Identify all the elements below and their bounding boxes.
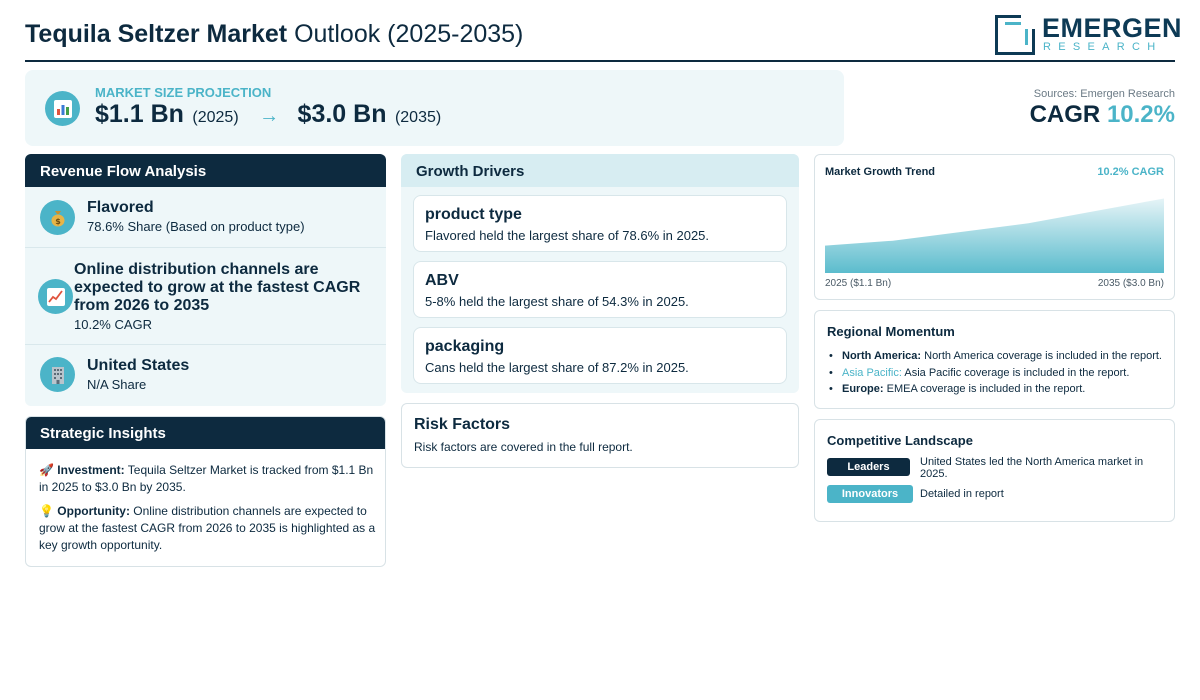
growth-trend-chart [825,198,1164,273]
money-bag-icon: $ [40,200,75,235]
risk-factors-heading: Risk Factors [414,416,511,433]
trend-start-label: 2025 ($1.1 Bn) [825,278,892,289]
strategic-insights-heading: Strategic Insights [26,417,385,449]
growth-driver-item: packaging Cans held the largest share of… [413,327,787,384]
projection-end-year: (2035) [394,109,442,126]
regional-momentum-card: Regional Momentum North America: North A… [814,310,1175,409]
arrow-right-icon: → [259,105,280,127]
growth-driver-text: Cans held the largest share of 87.2% in … [425,360,689,375]
region-text: North America coverage is included in th… [924,350,1162,362]
logo-name: EMERGEN [1042,13,1183,43]
region-name: Asia Pacific: [842,366,902,379]
light-bulb-icon: 💡 [39,504,54,518]
page-title-rest: Outlook (2025-2035) [294,20,524,48]
insight-text: Online distribution channels are expecte… [39,504,376,552]
revenue-flow-item: Online distribution channels are expecte… [25,248,386,345]
region-text: EMEA coverage is included in the report. [886,383,1086,395]
page-title: Tequila Seltzer Market Outlook (2025-203… [25,20,523,49]
revenue-flow-title: Online distribution channels are expecte… [74,261,361,314]
insight-text: Tequila Seltzer Market is tracked from $… [39,463,374,494]
regional-momentum-heading: Regional Momentum [827,324,955,339]
growth-drivers-card: Growth Drivers product type Flavored hel… [401,154,799,393]
emergen-logo: EMERGEN RESEARCH [995,13,1182,56]
revenue-flow-item: $ Flavored 78.6% Share (Based on product… [25,187,386,248]
revenue-flow-title: United States [87,357,190,374]
growth-trend-area [825,198,1164,273]
revenue-flow-title: Flavored [87,199,154,216]
insight-opportunity: 💡 Opportunity: Online distribution chann… [39,503,377,554]
cagr-label: CAGR [1029,101,1101,128]
growth-driver-item: ABV 5-8% held the largest share of 54.3%… [413,261,787,318]
projection-start-year: (2025) [192,109,239,126]
region-text: Asia Pacific coverage is included in the… [904,366,1130,379]
chart-increasing-icon [38,279,73,314]
growth-driver-title: packaging [425,338,505,355]
projection-label: MARKET SIZE PROJECTION [95,85,272,100]
svg-text:$: $ [55,217,61,226]
revenue-flow-card: Revenue Flow Analysis $ Flavored 78.6% S… [25,154,386,406]
projection-end-value: $3.0 Bn [297,100,387,128]
growth-driver-text: Flavored held the largest share of 78.6%… [425,228,710,243]
bar-chart-icon [45,91,80,126]
revenue-flow-subtitle: 78.6% Share (Based on product type) [87,219,305,234]
leaders-badge: Leaders [827,458,910,476]
logo-mark-icon [995,15,1035,55]
innovators-badge: Innovators [827,485,913,503]
region-name: Europe: [842,383,884,395]
region-item: Asia Pacific: Asia Pacific coverage is i… [829,365,1169,382]
trend-cagr: 10.2% CAGR [1097,166,1164,178]
growth-driver-text: 5-8% held the largest share of 54.3% in … [425,294,689,309]
insight-label: Opportunity: [57,504,130,518]
trend-end-label: 2035 ($3.0 Bn) [1097,278,1164,289]
leaders-text: United States led the North America mark… [920,456,1144,480]
growth-drivers-heading: Growth Drivers [401,154,799,187]
market-size-projection: MARKET SIZE PROJECTION $1.1 Bn (2025) → … [25,70,844,146]
competitive-landscape-heading: Competitive Landscape [827,433,973,448]
rocket-icon: 🚀 [39,463,54,477]
revenue-flow-subtitle: N/A Share [87,377,147,392]
office-building-icon [40,357,75,392]
page-header: Tequila Seltzer Market Outlook (2025-203… [25,12,1182,62]
revenue-flow-subtitle: 10.2% CAGR [74,317,153,332]
insight-investment: 🚀 Investment: Tequila Seltzer Market is … [39,462,377,496]
insight-label: Investment: [57,463,125,477]
page-title-bold: Tequila Seltzer Market [25,20,288,48]
risk-factors-card: Risk Factors Risk factors are covered in… [401,403,799,468]
strategic-insights-card: Strategic Insights 🚀 Investment: Tequila… [25,416,386,567]
projection-values: $1.1 Bn (2025) → $3.0 Bn (2035) [95,100,441,129]
trend-title: Market Growth Trend [825,166,936,178]
revenue-flow-item: United States N/A Share [25,345,386,406]
cagr-value: 10.2% [1106,101,1175,128]
cagr-headline: CAGR 10.2% [1030,101,1175,129]
risk-factors-text: Risk factors are covered in the full rep… [414,440,633,454]
sources-note: Sources: Emergen Research [1033,88,1175,100]
region-item: Europe: EMEA coverage is included in the… [829,381,1169,398]
market-growth-trend-card: Market Growth Trend 10.2% CAGR 2025 ($1.… [814,154,1175,300]
competitive-landscape-card: Competitive Landscape Leaders United Sta… [814,419,1175,522]
cagr-summary: Sources: Emergen Research CAGR 10.2% [1030,88,1175,129]
growth-driver-item: product type Flavored held the largest s… [413,195,787,252]
growth-driver-title: ABV [425,272,459,289]
regional-list: North America: North America coverage is… [829,348,1169,398]
revenue-flow-heading: Revenue Flow Analysis [25,154,386,187]
projection-start-value: $1.1 Bn [95,100,184,128]
logo-subtitle: RESEARCH [1043,41,1163,53]
innovators-text: Detailed in report [920,488,1004,500]
growth-driver-title: product type [425,206,522,223]
region-name: North America: [842,350,922,362]
region-item: North America: North America coverage is… [829,348,1169,365]
